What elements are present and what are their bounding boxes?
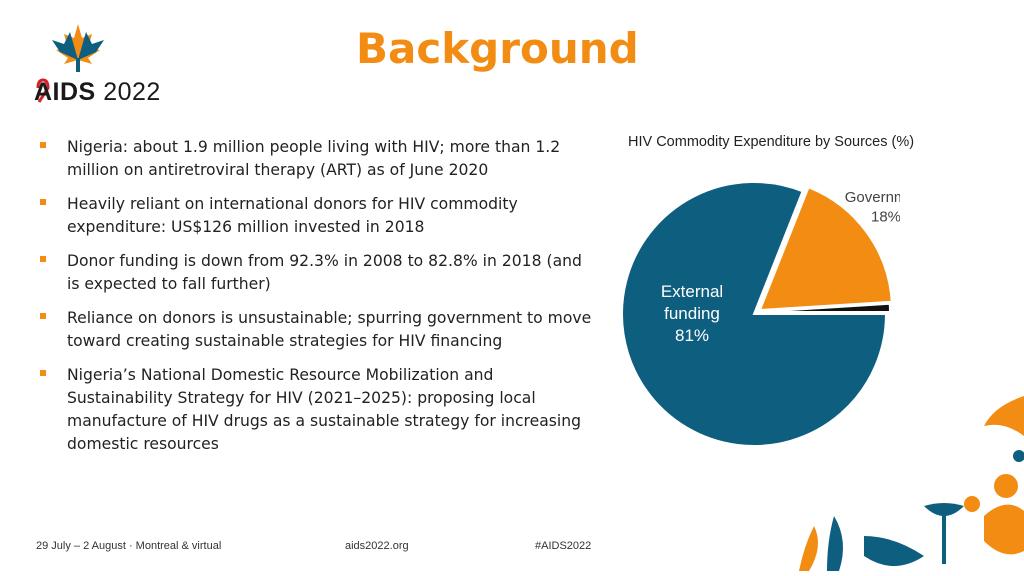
slice-label: Government18% [845,189,900,226]
caduceus-icon [924,503,964,516]
bullet-marker [40,142,46,148]
bullet-marker [40,370,46,376]
list-item: Nigeria: about 1.9 million people living… [34,136,594,182]
hand-icon [984,396,1024,436]
maple-leaf-icon [52,24,104,72]
pie-chart: Externalfunding81%Government18%Privatefu… [621,181,900,447]
red-ribbon-icon [36,78,50,103]
person-icon [994,474,1018,498]
footer-hashtag: #AIDS2022 [535,540,592,552]
list-item: Reliance on donors is unsustainable; spu… [34,307,594,353]
page-title: Background [356,24,639,73]
footer-site: aids2022.org [345,540,409,552]
pie-slice [621,181,888,447]
pie-slice [758,185,893,312]
bullet-marker [40,256,46,262]
bullet-marker [40,313,46,319]
list-item: Donor funding is down from 92.3% in 2008… [34,250,594,296]
logo-wordmark: AIDS 2022 [34,78,161,106]
aids2022-logo [36,24,104,103]
footer-dates: 29 July – 2 August · Montreal & virtual [36,540,222,552]
list-item: Heavily reliant on international donors … [34,193,594,239]
list-item: Nigeria’s National Domestic Resource Mob… [34,364,594,456]
pie-slice [757,302,892,313]
slice-label: External funding 81% [661,282,723,345]
bullet-list: Nigeria: about 1.9 million people living… [34,136,594,467]
decorative-graphics [799,396,1024,571]
chart-title: HIV Commodity Expenditure by Sources (%) [628,134,915,150]
bullet-marker [40,199,46,205]
